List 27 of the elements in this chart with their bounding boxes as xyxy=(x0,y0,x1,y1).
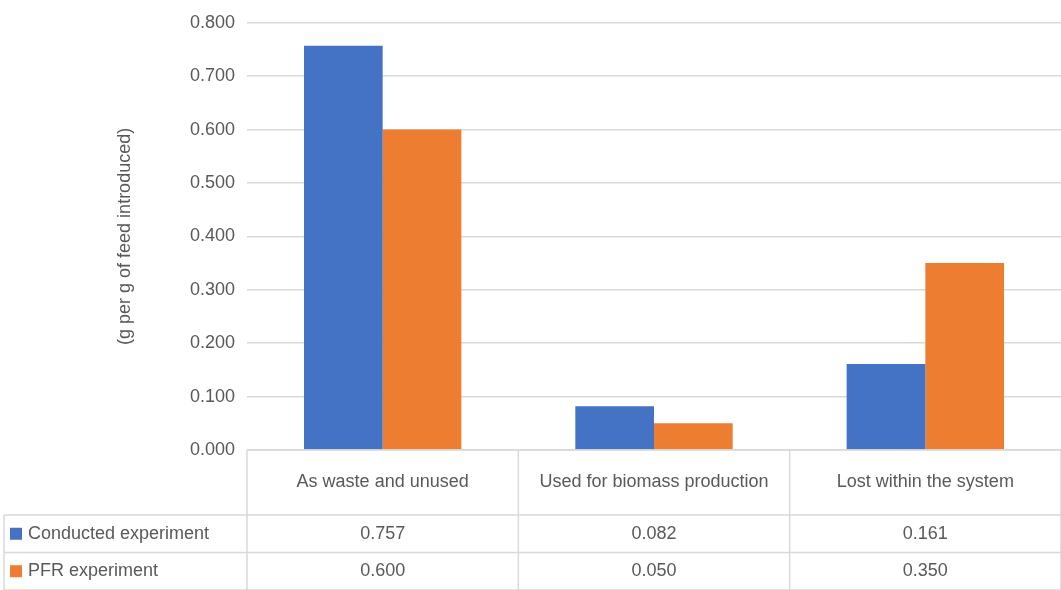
y-tick-label: 0.200 xyxy=(189,332,235,353)
y-tick-label: 0.600 xyxy=(189,118,235,139)
x-tick-label: As waste and unused xyxy=(296,471,469,492)
legend-label: PFR experiment xyxy=(28,560,159,581)
data-label: 0.350 xyxy=(902,560,948,581)
bar xyxy=(382,129,462,450)
bar xyxy=(846,364,926,450)
bar xyxy=(303,45,383,450)
y-axis-title: (g per g of feed introduced) xyxy=(113,127,134,345)
x-tick-label: Lost within the system xyxy=(836,471,1014,492)
data-label: 0.050 xyxy=(631,560,677,581)
y-tick-label: 0.100 xyxy=(189,385,235,406)
y-tick-label: 0.500 xyxy=(189,171,235,192)
data-label: 0.082 xyxy=(631,522,677,543)
bar xyxy=(925,263,1005,450)
y-tick-label: 0.700 xyxy=(189,65,235,86)
y-tick-label: 0.800 xyxy=(189,11,235,32)
data-label: 0.757 xyxy=(360,522,406,543)
bar xyxy=(575,406,654,450)
y-tick-label: 0.300 xyxy=(189,278,235,299)
x-tick-label: Used for biomass production xyxy=(539,471,769,492)
y-tick-label: 0.400 xyxy=(189,225,235,246)
data-label: 0.161 xyxy=(902,522,948,543)
legend-label: Conducted experiment xyxy=(28,522,210,543)
y-tick-label: 0.000 xyxy=(189,438,235,459)
bar xyxy=(654,423,733,450)
data-label: 0.600 xyxy=(360,560,406,581)
